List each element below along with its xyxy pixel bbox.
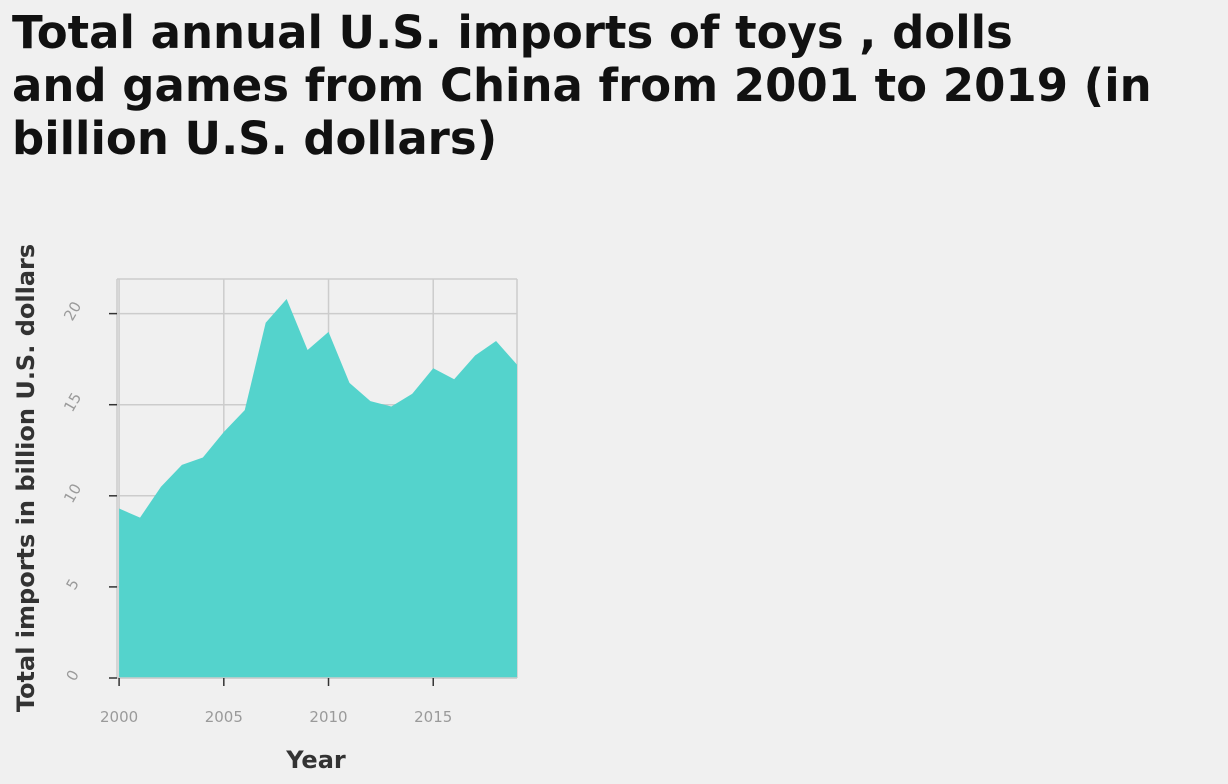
area-series (119, 299, 517, 678)
x-tick-label: 2000 (100, 708, 138, 726)
x-tick-label: 2005 (205, 708, 243, 726)
chart-title-line: Total annual U.S. imports of toys , doll… (12, 6, 1013, 59)
chart-title-line: billion U.S. dollars) (12, 112, 498, 165)
y-tick-label: 15 (60, 389, 85, 415)
x-tick-label: 2015 (414, 708, 452, 726)
plot-area (118, 298, 518, 678)
y-tick-label: 0 (62, 667, 82, 684)
chart-title-line: and games from China from 2001 to 2019 (… (12, 59, 1152, 112)
y-tick-label: 20 (60, 298, 85, 324)
x-tick-label: 2010 (309, 708, 347, 726)
y-tick-label: 5 (62, 576, 82, 593)
y-tick-label: 10 (60, 481, 85, 507)
chart-title: Total annual U.S. imports of toys , doll… (12, 6, 1222, 165)
y-axis-label: Total imports in billion U.S. dollars (12, 244, 40, 712)
x-axis-label: Year (285, 746, 346, 774)
